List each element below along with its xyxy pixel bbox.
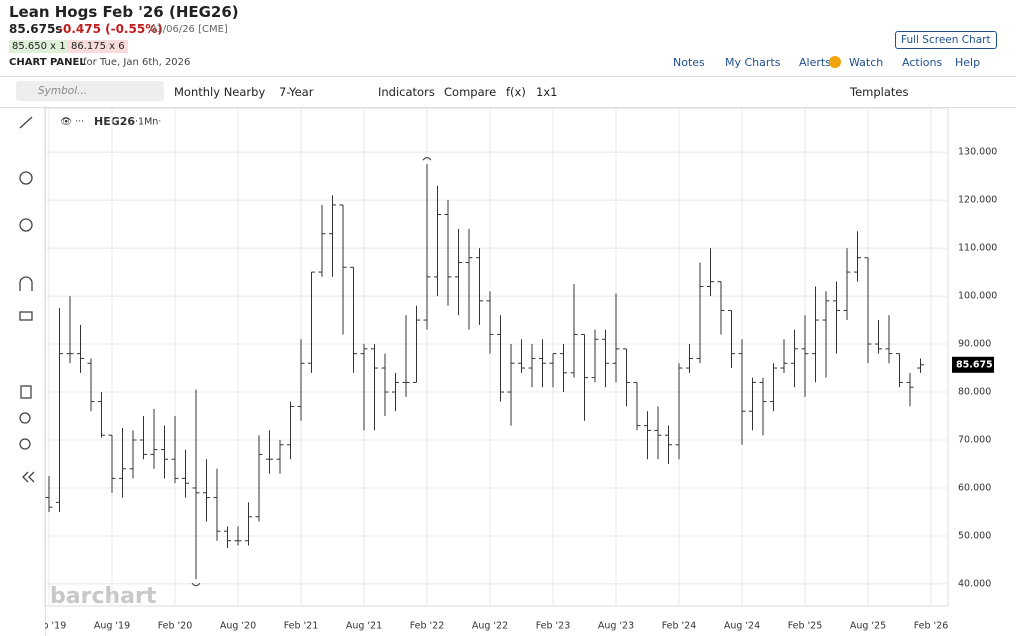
- last-price: 85.675s: [9, 22, 63, 36]
- timestamp: 01/06/26 [CME]: [150, 24, 228, 35]
- y-tick-label: 70.000: [958, 435, 991, 446]
- line-tool[interactable]: [19, 116, 33, 129]
- x-tick-label: Aug '23: [598, 621, 634, 632]
- watermark: barchart: [50, 584, 157, 609]
- watch-link[interactable]: Watch: [849, 56, 884, 69]
- last-price-label: 85.675: [956, 359, 993, 370]
- help-link[interactable]: Help: [955, 56, 981, 69]
- fullscreen-button[interactable]: Full Screen Chart: [895, 31, 997, 49]
- shape-tool[interactable]: [19, 171, 33, 185]
- panel-label: CHART PANEL: [9, 57, 86, 68]
- x-tick-label: Aug '25: [850, 621, 886, 632]
- plot-area: [44, 107, 949, 607]
- alert-badge: [829, 56, 841, 68]
- x-tick-label: Aug '19: [94, 621, 130, 632]
- x-tick-label: Aug '22: [472, 621, 508, 632]
- y-tick-label: 130.000: [958, 147, 997, 158]
- mycharts-link[interactable]: My Charts: [725, 56, 781, 69]
- last-price-tag: [952, 356, 994, 373]
- indicators-button[interactable]: Indicators: [378, 85, 435, 99]
- legend-interval: ·1Mn·: [135, 117, 161, 128]
- chart: barchart 👁 ··· HEG26 ·1Mn· Feb '19 Aug '1…: [32, 107, 997, 632]
- count-tool[interactable]: [19, 218, 33, 232]
- high-marker: [422, 157, 432, 161]
- x-tick-label: Feb '25: [788, 621, 823, 632]
- x-tick-label: Feb '21: [284, 621, 319, 632]
- lock-tool[interactable]: [19, 311, 33, 321]
- period-select[interactable]: Monthly Nearby: [174, 85, 266, 99]
- y-tick-label: 60.000: [958, 482, 991, 493]
- zoom-out[interactable]: [19, 438, 31, 450]
- y-tick-label: 100.000: [958, 291, 997, 302]
- alerts-link[interactable]: Alerts: [799, 56, 831, 69]
- y-tick-label: 80.000: [958, 387, 991, 398]
- panel-date: for Tue, Jan 6th, 2026: [83, 57, 191, 68]
- symbol-search[interactable]: Symbol...: [16, 81, 164, 101]
- x-tick-label: Feb '26: [914, 621, 949, 632]
- magnet-tool[interactable]: [19, 276, 33, 291]
- x-tick-label: Aug '24: [724, 621, 760, 632]
- collapse[interactable]: [22, 471, 35, 483]
- low-marker: [191, 582, 201, 587]
- y-tick-label: 120.000: [958, 195, 997, 206]
- notes-link[interactable]: Notes: [673, 56, 705, 69]
- delete-tool[interactable]: [20, 385, 32, 399]
- title: Lean Hogs Feb '26 (HEG26): [9, 3, 239, 21]
- legend-eye: 👁 ···: [60, 117, 84, 128]
- y-tick-label: 40.000: [958, 578, 991, 589]
- x-tick-label: Feb '22: [410, 621, 445, 632]
- bid: 85.650 x 1: [9, 40, 69, 53]
- legend-symbol: HEG26: [94, 115, 135, 128]
- layout-select[interactable]: 1x1: [536, 85, 558, 99]
- x-tick-label: Feb '24: [662, 621, 697, 632]
- x-tick-label: Feb '23: [536, 621, 571, 632]
- zoom-in[interactable]: [19, 412, 31, 424]
- price-change: -0.475 (-0.55%): [58, 22, 163, 36]
- x-tick-label: Feb '20: [158, 621, 193, 632]
- x-tick-label: Aug '20: [220, 621, 256, 632]
- range-select[interactable]: 7-Year: [279, 85, 314, 99]
- templates-button[interactable]: Templates: [850, 85, 909, 99]
- fx-button[interactable]: f(x): [506, 85, 526, 99]
- y-tick-label: 90.000: [958, 339, 991, 350]
- x-tick-label: Feb '19: [32, 621, 67, 632]
- sidebar-icons: [19, 116, 35, 483]
- y-tick-label: 50.000: [958, 530, 991, 541]
- y-tick-label: 110.000: [958, 243, 997, 254]
- ask: 86.175 x 6: [68, 40, 128, 53]
- x-tick-label: Aug '21: [346, 621, 382, 632]
- actions-link[interactable]: Actions: [902, 56, 943, 69]
- compare-button[interactable]: Compare: [444, 85, 497, 99]
